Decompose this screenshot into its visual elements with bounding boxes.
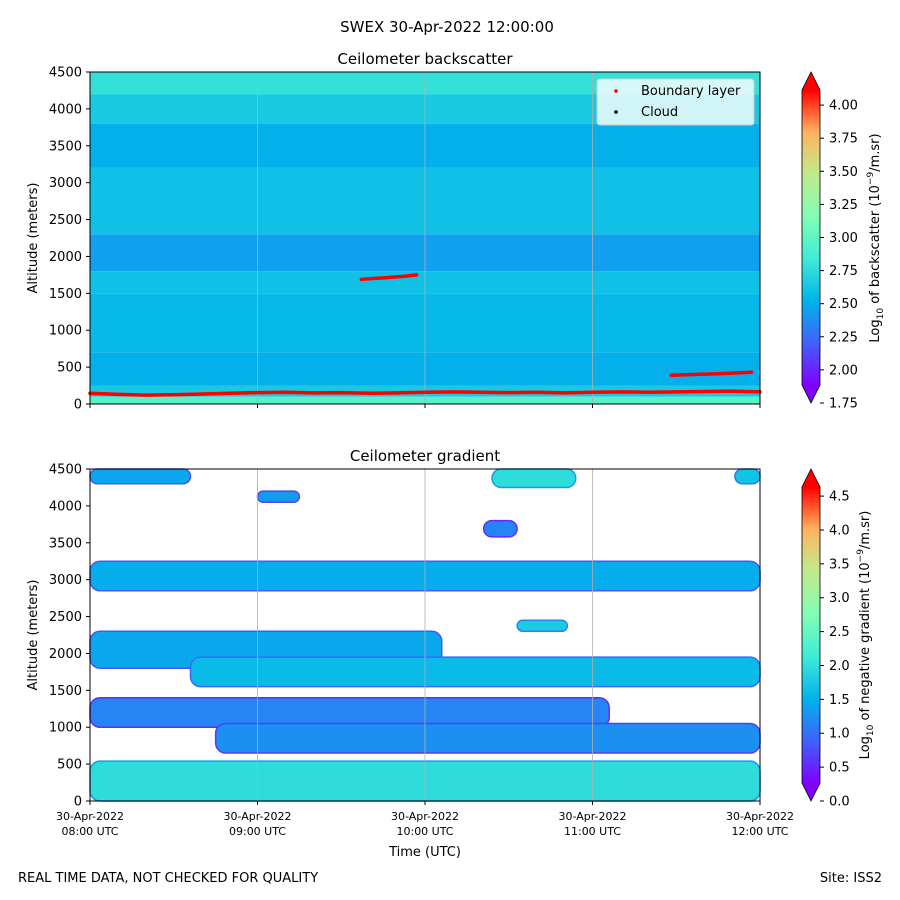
legend-box bbox=[596, 78, 755, 126]
gradient-y-ticks: 0 500 1000 1500 2000 2500 3000 3500 4000 4500 bbox=[49, 463, 90, 810]
gradient-gridlines bbox=[257, 469, 593, 801]
colorbar-tick-label: 3.50 bbox=[829, 165, 858, 180]
colorbar-tick-label: 3.0 bbox=[829, 591, 850, 606]
colorbar-tick-label: 2.00 bbox=[829, 363, 858, 378]
y-tick-label: 2500 bbox=[49, 610, 82, 625]
colorbar-tick-label: 2.25 bbox=[829, 330, 858, 345]
backscatter-y-ticks: 0 500 1000 1500 2000 2500 3000 3500 4000 4500 bbox=[49, 66, 90, 413]
x-tick-label-date: 30-Apr-2022 bbox=[391, 810, 459, 823]
gradient-layer bbox=[189, 656, 761, 688]
gradient-title: Ceilometer gradient bbox=[350, 447, 500, 465]
boundary-layer-series bbox=[88, 273, 762, 397]
backscatter-x-ticks bbox=[89, 404, 761, 408]
legend: Boundary layer Cloud bbox=[596, 78, 755, 126]
y-tick-label: 4500 bbox=[49, 463, 82, 478]
backscatter-colorbar: 1.75 2.00 2.25 2.50 2.75 3.00 3.25 3.50 3.75 4.00… bbox=[801, 71, 886, 412]
backscatter-colorbar-label: Log10 of backscatter (10−9/m.sr) bbox=[866, 133, 886, 342]
x-tick-label-date: 30-Apr-2022 bbox=[223, 810, 291, 823]
y-tick-label: 4000 bbox=[49, 102, 82, 117]
x-tick-label-time: 11:00 UTC bbox=[564, 825, 621, 838]
gradient-panel: Ceilometer gradient 0 500 1000 1500 2000 2500… bbox=[26, 447, 876, 860]
x-tick-label-time: 08:00 UTC bbox=[61, 825, 118, 838]
x-tick-label-date: 30-Apr-2022 bbox=[56, 810, 124, 823]
colorbar-tick-label: 1.0 bbox=[829, 727, 850, 742]
legend-cloud-label: Cloud bbox=[641, 105, 678, 120]
colorbar-tick-label: 1.5 bbox=[829, 693, 850, 708]
backscatter-ylabel: Altitude (meters) bbox=[26, 183, 41, 294]
gradient-layer bbox=[516, 619, 569, 633]
y-tick-label: 0 bbox=[74, 398, 82, 413]
colorbar-tick-label: 4.5 bbox=[829, 490, 850, 505]
gradient-layer bbox=[214, 722, 761, 754]
backscatter-gridlines bbox=[257, 72, 593, 404]
y-tick-label: 2000 bbox=[49, 250, 82, 265]
colorbar-tick-label: 2.75 bbox=[829, 264, 858, 279]
legend-boundary-layer-label: Boundary layer bbox=[641, 84, 741, 99]
y-tick-label: 2000 bbox=[49, 647, 82, 662]
x-tick-label-time: 12:00 UTC bbox=[731, 825, 788, 838]
gradient-colorbar-top-extend bbox=[802, 469, 820, 487]
gradient-layer bbox=[491, 468, 577, 489]
boundary-layer-line bbox=[359, 273, 419, 282]
y-tick-label: 2500 bbox=[49, 213, 82, 228]
backscatter-colorbar-ticks: 1.75 2.00 2.25 2.50 2.75 3.00 3.25 3.50 3.75 4.00 bbox=[820, 99, 858, 412]
legend-boundary-layer-marker bbox=[614, 89, 618, 93]
gradient-colorbar-body bbox=[802, 487, 820, 783]
gradient-colorbar-ticks: 0.0 0.5 1.0 1.5 2.0 2.5 3.0 3.5 4.0 4.5 bbox=[820, 490, 850, 810]
backscatter-colorbar-body bbox=[802, 90, 820, 385]
backscatter-title: Ceilometer backscatter bbox=[337, 50, 513, 68]
y-tick-label: 3000 bbox=[49, 176, 82, 191]
y-tick-label: 3500 bbox=[49, 139, 82, 154]
y-tick-label: 1000 bbox=[49, 324, 82, 339]
y-tick-label: 4000 bbox=[49, 499, 82, 514]
gradient-layer bbox=[256, 490, 301, 503]
boundary-layer-line bbox=[669, 370, 754, 377]
x-tick-label-date: 30-Apr-2022 bbox=[726, 810, 794, 823]
colorbar-tick-label: 2.5 bbox=[829, 625, 850, 640]
backscatter-colorbar-top-extend bbox=[802, 72, 820, 90]
colorbar-tick-label: 3.00 bbox=[829, 231, 858, 246]
gradient-x-ticks: 30-Apr-2022 08:00 UTC 30-Apr-2022 09:00 UTC… bbox=[56, 801, 794, 838]
footer-site: Site: ISS2 bbox=[820, 871, 882, 886]
backscatter-colorbar-bottom-extend bbox=[802, 385, 820, 403]
gradient-xlabel: Time (UTC) bbox=[388, 845, 461, 860]
y-tick-label: 3000 bbox=[49, 573, 82, 588]
colorbar-tick-label: 3.75 bbox=[829, 132, 858, 147]
gradient-layer bbox=[89, 468, 192, 485]
y-tick-label: 1500 bbox=[49, 684, 82, 699]
x-tick-label-date: 30-Apr-2022 bbox=[558, 810, 626, 823]
boundary-layer-line bbox=[88, 389, 762, 397]
gradient-colorbar-label: Log10 of negative gradient (10−9/m.sr) bbox=[856, 511, 876, 760]
y-tick-label: 500 bbox=[57, 758, 82, 773]
gradient-colorbar-bottom-extend bbox=[802, 783, 820, 801]
gradient-layer bbox=[482, 519, 518, 538]
colorbar-tick-label: 2.0 bbox=[829, 659, 850, 674]
gradient-colorbar: 0.0 0.5 1.0 1.5 2.0 2.5 3.0 3.5 4.0 4.5 Log10 of … bbox=[801, 468, 876, 810]
y-tick-label: 4500 bbox=[49, 66, 82, 81]
backscatter-panel: Ceilometer backscatter 0 500 1000 1500 2000 2… bbox=[26, 50, 886, 413]
colorbar-tick-label: 3.25 bbox=[829, 198, 858, 213]
legend-cloud-marker bbox=[614, 110, 618, 114]
x-tick-label-time: 10:00 UTC bbox=[396, 825, 453, 838]
gradient-layer bbox=[734, 468, 761, 485]
gradient-colorbar-outline bbox=[801, 468, 821, 802]
backscatter-colorbar-outline bbox=[801, 71, 821, 404]
y-tick-label: 1500 bbox=[49, 287, 82, 302]
figure-suptitle: SWEX 30-Apr-2022 12:00:00 bbox=[340, 18, 554, 36]
colorbar-tick-label: 4.00 bbox=[829, 99, 858, 114]
colorbar-tick-label: 2.50 bbox=[829, 297, 858, 312]
colorbar-tick-label: 3.5 bbox=[829, 557, 850, 572]
colorbar-tick-label: 0.0 bbox=[829, 795, 850, 810]
gradient-ylabel: Altitude (meters) bbox=[26, 580, 41, 691]
colorbar-tick-label: 1.75 bbox=[829, 397, 858, 412]
y-tick-label: 1000 bbox=[49, 721, 82, 736]
colorbar-tick-label: 0.5 bbox=[829, 761, 850, 776]
y-tick-label: 0 bbox=[74, 795, 82, 810]
colorbar-tick-label: 4.0 bbox=[829, 523, 850, 538]
y-tick-label: 3500 bbox=[49, 536, 82, 551]
y-tick-label: 500 bbox=[57, 361, 82, 376]
x-tick-label-time: 09:00 UTC bbox=[229, 825, 286, 838]
footer-quality-note: REAL TIME DATA, NOT CHECKED FOR QUALITY bbox=[18, 871, 318, 886]
